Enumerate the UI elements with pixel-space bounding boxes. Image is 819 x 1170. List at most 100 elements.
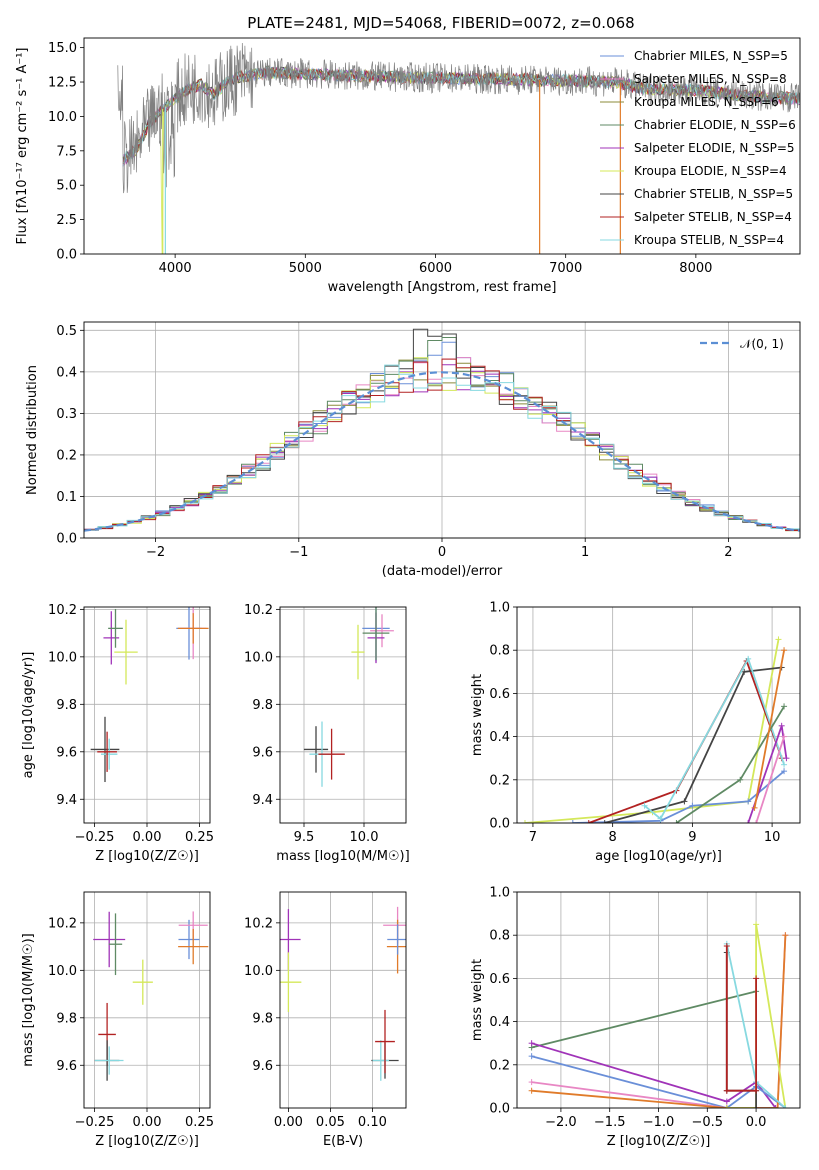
y-tick-label: 0.4: [489, 1015, 510, 1030]
y-tick-label: 5.0: [56, 179, 77, 194]
plot-frame: [279, 891, 407, 1109]
x-tick-label: 2: [724, 545, 732, 560]
weight-series: [531, 1055, 786, 1108]
weight-series: [725, 946, 757, 1092]
x-tick-label: 9.5: [294, 830, 315, 845]
y-tick-label: 0.6: [489, 972, 510, 987]
x-tick-label: 7: [529, 830, 537, 845]
y-tick-label: 2.5: [56, 213, 77, 228]
panel-spectrum: 4000 5000 6000 7000 8000 0.0 2.5 5.0 7.5 10.0 12.5…: [15, 37, 801, 295]
plot-frame: [83, 891, 211, 1109]
spectrum-lines: [117, 42, 800, 254]
legend-label: 𝒩(0, 1): [740, 337, 784, 351]
x-tick-label: 0.00: [133, 830, 162, 845]
y-tick-label: 0.2: [489, 773, 510, 788]
y-tick-label: 0.6: [489, 687, 510, 702]
legend: Chabrier MILES, N_SSP=5 Salpeter MILES, N…: [600, 49, 796, 247]
points: [280, 906, 406, 1081]
y-tick-label: 10.0: [244, 650, 273, 665]
x-axis-label: Z [log10(Z/Z☉)]: [95, 1134, 199, 1149]
plot-frame: [279, 606, 407, 824]
y-axis-label: mass weight: [470, 959, 485, 1041]
x-tick-label: −1.0: [643, 1115, 675, 1130]
histogram-series: [84, 364, 800, 533]
panel-age-vs-z: −0.25 0.00 0.25 9.4 9.6 9.8 10.0 10.2 Z [log10(Z…: [21, 603, 214, 864]
plot-frame: [516, 891, 801, 1109]
legend-label: Kroupa MILES, N_SSP=6: [634, 95, 779, 109]
y-axis-label: age [log10(age/yr)]: [21, 652, 36, 779]
y-tick-label: 9.6: [252, 1059, 273, 1074]
x-tick-label: 0.00: [133, 1115, 162, 1130]
y-tick-label: 0.0: [56, 532, 77, 547]
legend-label: Salpeter STELIB, N_SSP=4: [634, 210, 792, 224]
y-tick-label: 0.0: [489, 817, 510, 832]
weight-series: [531, 990, 757, 1049]
y-tick-label: 0.1: [56, 490, 77, 505]
points: [303, 607, 394, 787]
y-tick-label: 0.8: [489, 929, 510, 944]
y-tick-label: 0.2: [489, 1058, 510, 1073]
y-tick-label: 9.8: [56, 1011, 77, 1026]
legend-label: Salpeter ELODIE, N_SSP=5: [634, 141, 795, 155]
panel-mass-weight-vs-age: 7 8 9 10 0.0 0.2 0.4 0.6 0.8 1.0 age [log10(age/yr…: [470, 601, 801, 864]
points: [90, 607, 209, 783]
y-tick-label: 10.2: [244, 603, 273, 618]
x-tick-label: −2: [146, 545, 165, 560]
y-axis-label: mass weight: [470, 674, 485, 756]
hist-lines: [84, 328, 800, 533]
x-axis-label: mass [log10(M/M☉)]: [276, 849, 409, 864]
y-tick-label: 1.0: [489, 601, 510, 616]
plot-frame: [83, 37, 801, 255]
x-axis-label: E(B-V): [323, 1134, 363, 1149]
y-tick-label: 10.0: [244, 964, 273, 979]
y-tick-label: 0.4: [489, 730, 510, 745]
x-tick-label: 4000: [159, 261, 192, 276]
figure-title: PLATE=2481, MJD=54068, FIBERID=0072, z=0…: [247, 14, 634, 32]
x-axis-label: (data-model)/error: [382, 564, 503, 579]
y-tick-label: 12.5: [48, 76, 77, 91]
x-axis-label: wavelength [Angstrom, rest frame]: [328, 280, 557, 295]
weight-lines: [528, 921, 789, 1108]
y-tick-label: 0.8: [489, 644, 510, 659]
x-tick-label: 0.25: [185, 830, 214, 845]
y-tick-label: 9.4: [252, 793, 273, 808]
y-tick-label: 10.0: [48, 110, 77, 125]
weight-series: [531, 1042, 777, 1108]
y-tick-label: 10.0: [48, 964, 77, 979]
gaussian-line: [84, 371, 800, 532]
y-tick-label: 9.8: [56, 698, 77, 713]
plot-frame: [83, 606, 211, 824]
weight-series: [755, 736, 785, 823]
legend: 𝒩(0, 1): [700, 337, 784, 351]
x-tick-label: 0: [438, 545, 446, 560]
points: [93, 911, 209, 1081]
x-tick-label: 10.0: [350, 830, 379, 845]
y-tick-label: 10.2: [48, 916, 77, 931]
x-tick-label: 0.25: [185, 1115, 214, 1130]
y-tick-label: 0.0: [56, 248, 77, 263]
x-tick-label: 0.10: [358, 1115, 387, 1130]
y-tick-label: 9.6: [252, 745, 273, 760]
x-axis-label: age [log10(age/yr)]: [595, 849, 722, 864]
x-tick-label: 6000: [419, 261, 452, 276]
plot-frame: [516, 606, 801, 824]
x-tick-label: −0.5: [692, 1115, 724, 1130]
weight-series: [604, 666, 782, 823]
x-tick-label: 7000: [549, 261, 582, 276]
x-tick-label: −1.5: [594, 1115, 626, 1130]
y-tick-label: 0.2: [56, 448, 77, 463]
y-tick-label: 9.6: [56, 745, 77, 760]
x-tick-label: 8: [609, 830, 617, 845]
panel-mass-vs-ebv: 0.00 0.05 0.10 9.6 9.8 10.0 10.2 E(B-V): [244, 891, 407, 1149]
y-tick-label: 9.8: [252, 1011, 273, 1026]
legend-label: Salpeter MILES, N_SSP=8: [634, 72, 787, 86]
y-axis-label: Normed distribution: [25, 365, 40, 495]
panel-mass-vs-z: −0.25 0.00 0.25 9.6 9.8 10.0 10.2 Z [log10(Z/Z☉…: [21, 891, 214, 1149]
y-tick-label: 1.0: [489, 886, 510, 901]
x-tick-label: 0.00: [274, 1115, 303, 1130]
y-tick-label: 10.2: [48, 603, 77, 618]
weight-series: [531, 935, 787, 1108]
weight-series: [643, 656, 785, 821]
x-tick-label: −2.0: [545, 1115, 577, 1130]
x-axis-label: Z [log10(Z/Z☉)]: [95, 849, 199, 864]
